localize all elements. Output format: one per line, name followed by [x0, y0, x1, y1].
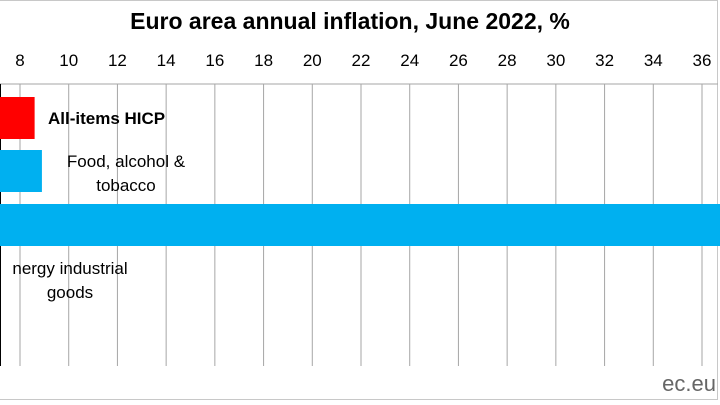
category-label-line: All-items HICP: [48, 109, 165, 128]
x-tick-label: 24: [400, 51, 419, 70]
x-tick-label: 10: [59, 51, 78, 70]
x-tick-label: 32: [595, 51, 614, 70]
category-label-line: goods: [47, 283, 93, 302]
x-tick-label: 36: [693, 51, 712, 70]
category-label-0: All-items HICP: [48, 109, 165, 128]
bar-1: [0, 150, 42, 192]
x-tick-label: 30: [546, 51, 565, 70]
category-label-line: Food, alcohol &: [67, 152, 186, 171]
chart-title: Euro area annual inflation, June 2022, %: [130, 8, 570, 34]
category-label-line: nergy industrial: [12, 259, 127, 278]
x-tick-label: 8: [15, 51, 24, 70]
x-tick-label: 16: [205, 51, 224, 70]
x-tick-label: 12: [108, 51, 127, 70]
category-label-line: tobacco: [96, 176, 156, 195]
source-label: ec.eu: [662, 371, 716, 396]
bar-2: [0, 204, 720, 246]
x-tick-label: 22: [352, 51, 371, 70]
x-tick-label: 20: [303, 51, 322, 70]
x-tick-label: 28: [498, 51, 517, 70]
x-tick-label: 26: [449, 51, 468, 70]
x-tick-label: 18: [254, 51, 273, 70]
bar-0: [0, 97, 35, 139]
x-tick-label: 14: [157, 51, 176, 70]
category-label-2: nergy industrial goods: [12, 259, 127, 302]
category-label-1: Food, alcohol & tobacco: [67, 152, 186, 195]
x-tick-label: 34: [644, 51, 663, 70]
